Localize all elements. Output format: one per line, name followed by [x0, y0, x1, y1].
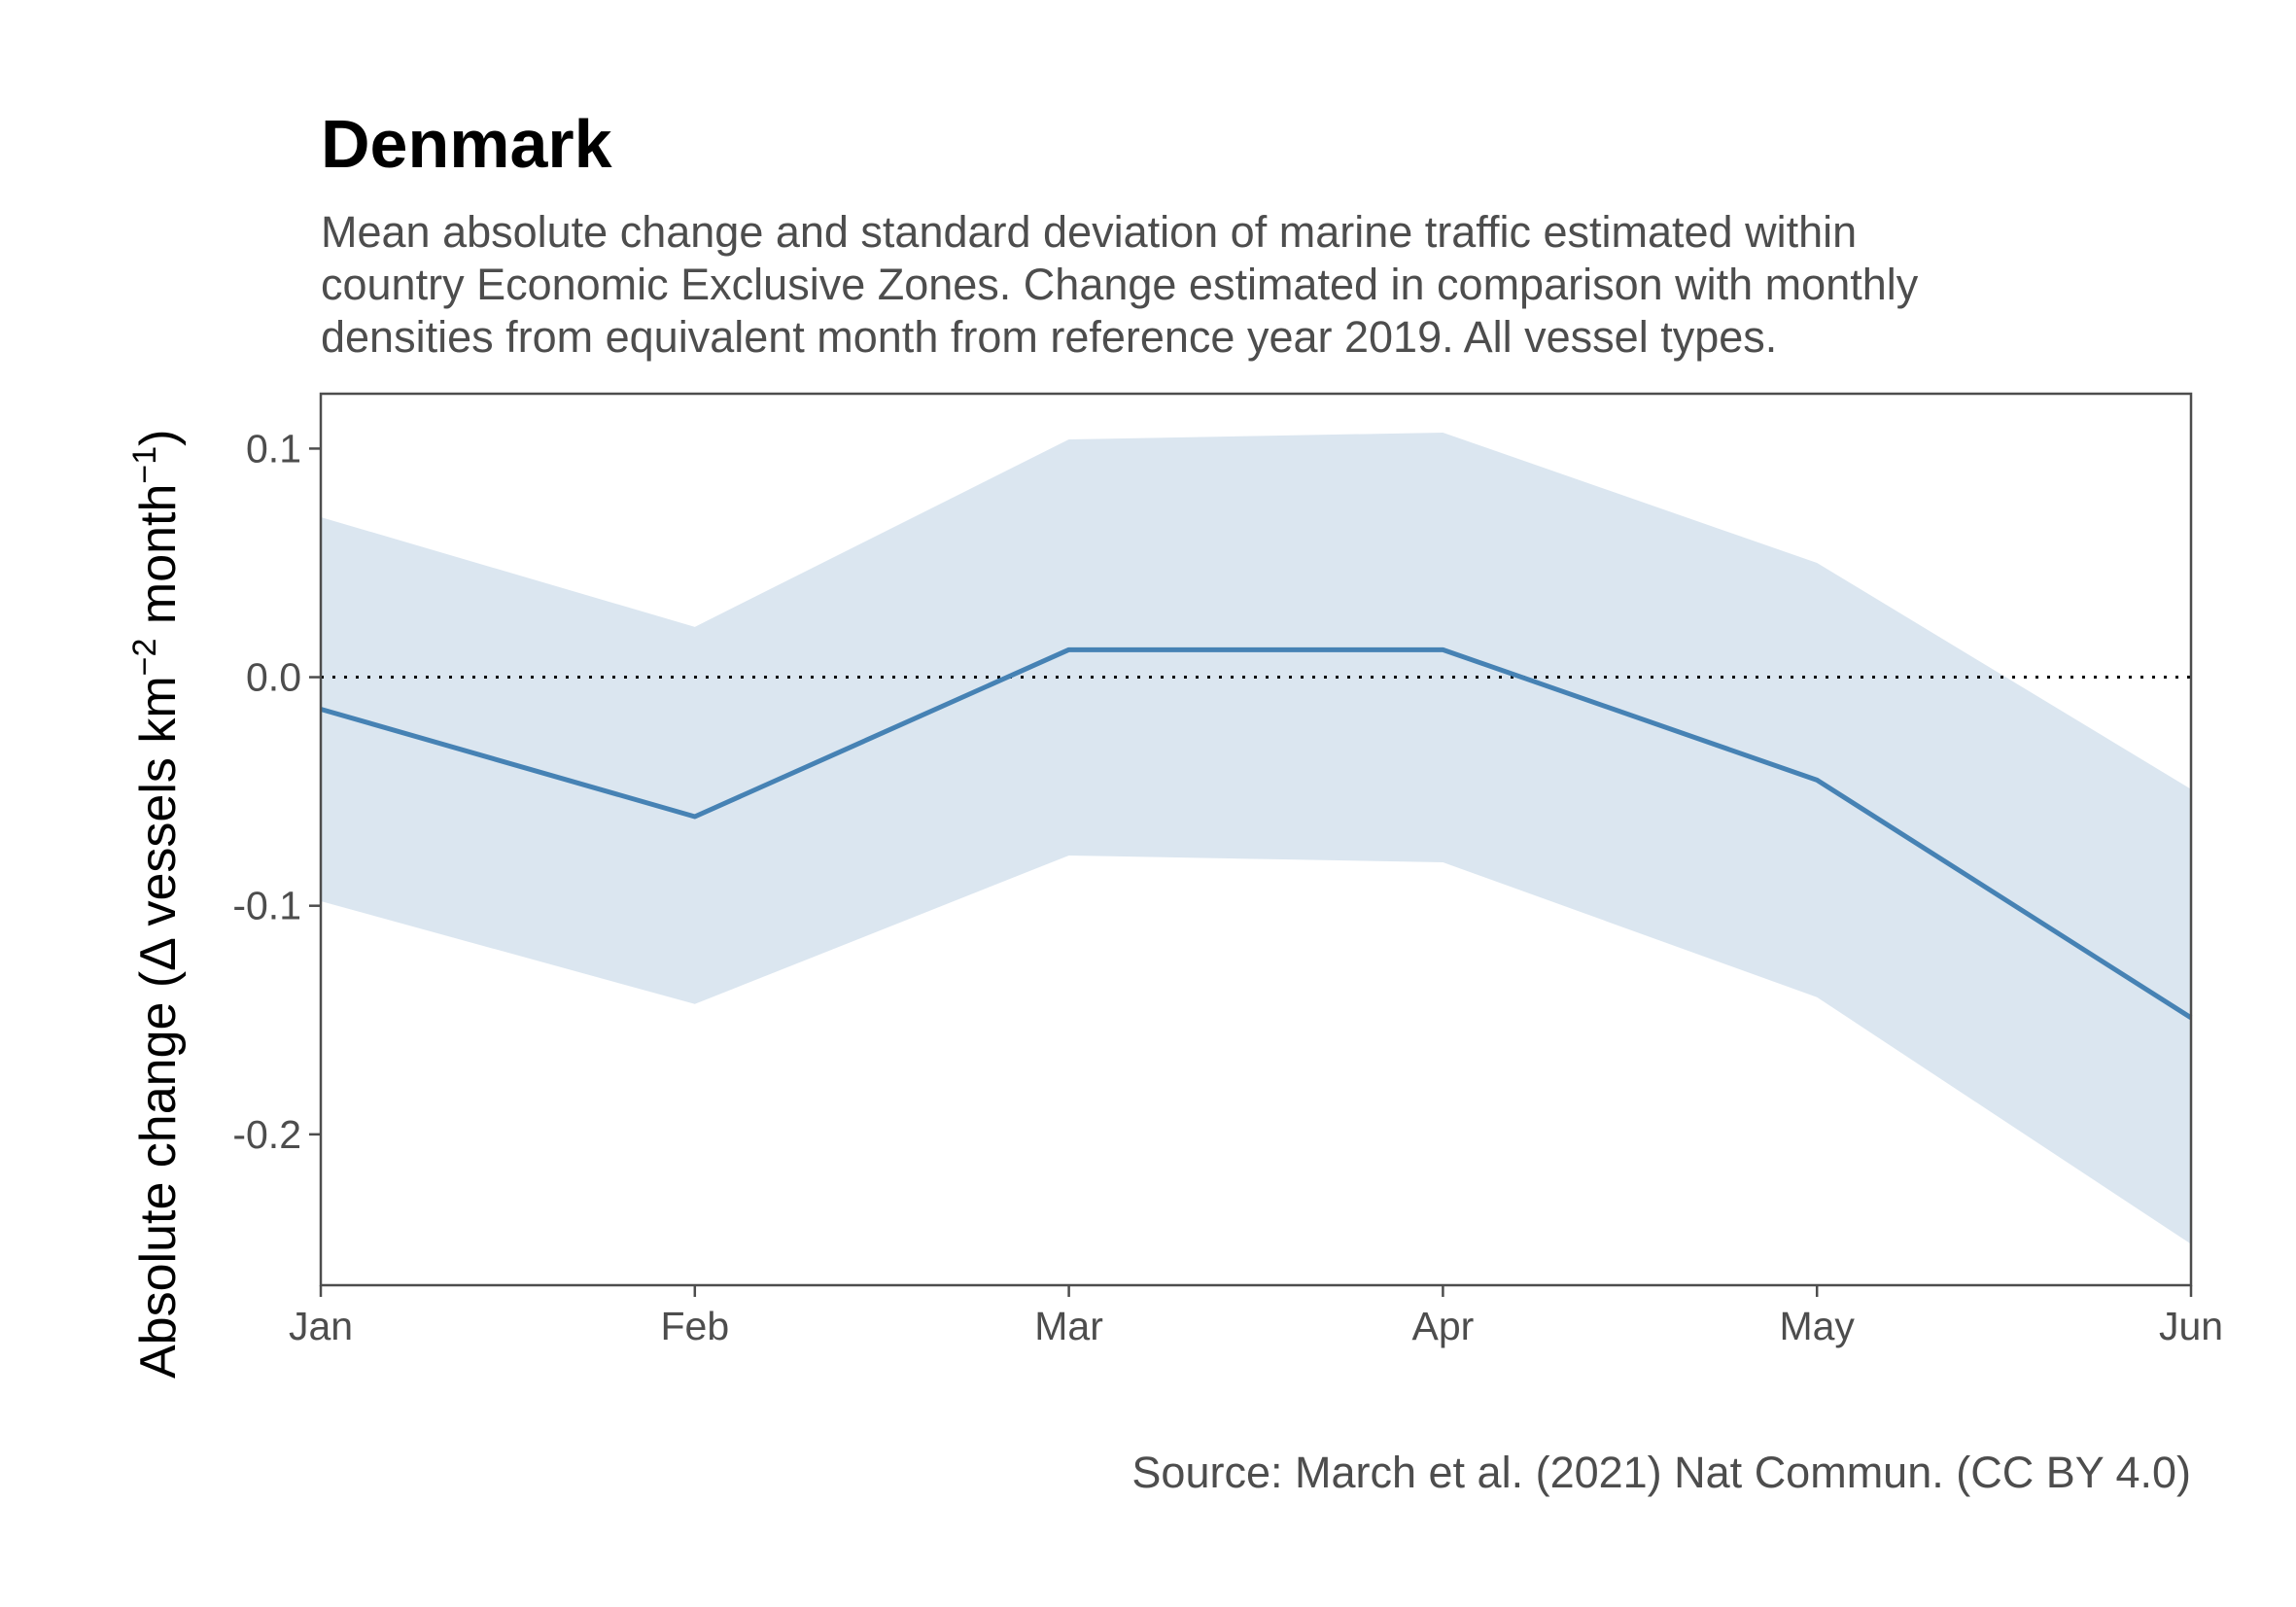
sd-ribbon	[321, 432, 2191, 1244]
y-tick-label: -0.2	[232, 1112, 301, 1157]
x-tick-label: Jun	[2159, 1304, 2223, 1348]
x-tick-label: Mar	[1034, 1304, 1103, 1348]
y-axis-label-exponent-1: −2	[126, 639, 163, 677]
y-axis-label-exponent-2: −1	[126, 446, 163, 484]
y-axis-label-month: month	[130, 484, 187, 639]
x-tick-label: Feb	[660, 1304, 729, 1348]
panel-border	[319, 392, 2193, 1287]
y-axis-label-delta: Δ	[130, 938, 187, 971]
y-tick-label: 0.1	[246, 426, 301, 471]
chart-subtitle-line-1: Mean absolute change and standard deviat…	[321, 207, 1857, 257]
chart-caption: Source: March et al. (2021) Nat Commun. …	[1131, 1448, 2191, 1497]
chart-subtitle-line-2: country Economic Exclusive Zones. Change…	[321, 260, 1919, 309]
y-axis-label-prefix: Absolute change (	[130, 970, 187, 1379]
y-axis-label-suffix: )	[130, 429, 187, 445]
x-tick-label: Jan	[289, 1304, 353, 1348]
chart-subtitle-line-3: densities from equivalent month from ref…	[321, 312, 1777, 362]
x-tick-label: May	[1779, 1304, 1855, 1348]
y-tick-label: 0.0	[246, 655, 301, 700]
chart-title: Denmark	[321, 106, 612, 182]
y-tick-label: -0.1	[232, 884, 301, 928]
plot-area: 0.1 0.0 -0.1 -0.2 Jan Feb Mar Apr May Jun	[232, 392, 2223, 1348]
y-axis-label: Absolute change (Δ vessels km−2 month−1)	[126, 429, 187, 1379]
mean-line	[320, 646, 2193, 1021]
x-tick-label: Apr	[1411, 1304, 1474, 1348]
y-axis-label-vessels-km: vessels km	[130, 676, 187, 940]
